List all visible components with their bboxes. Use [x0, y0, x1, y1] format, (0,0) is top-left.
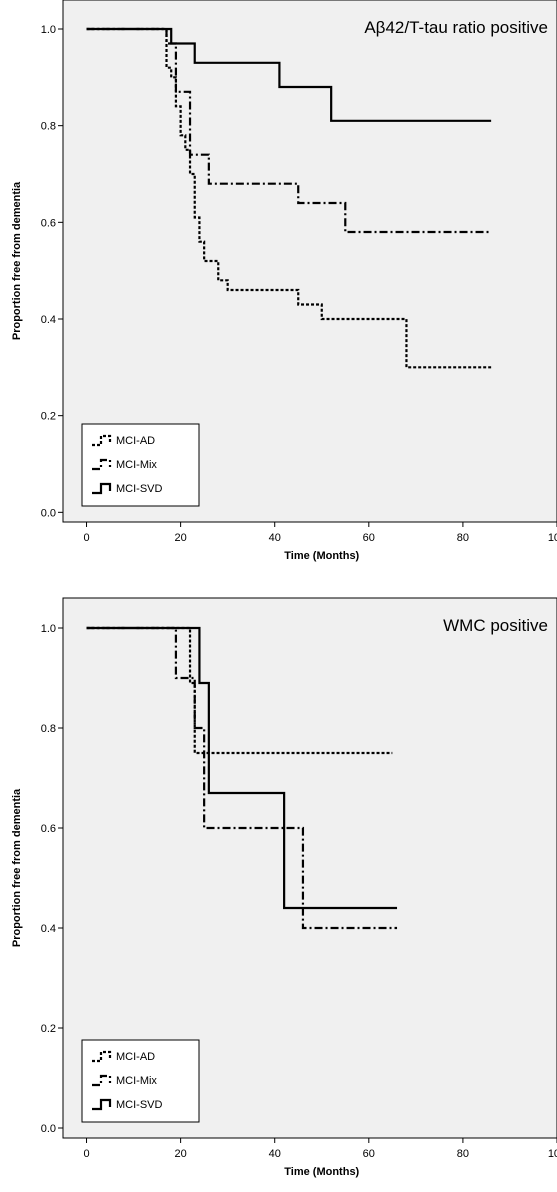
x-tick-label: 80: [457, 532, 469, 544]
series-line-mci-mix: [86, 626, 398, 930]
x-tick-label: 80: [457, 1148, 469, 1160]
x-tick-label: 40: [269, 532, 281, 544]
y-tick-label: 0.6: [41, 217, 56, 229]
legend-label: MCI-AD: [116, 435, 155, 447]
legend-swatch-mci-svd: [92, 482, 112, 495]
x-tick-label: 20: [174, 532, 186, 544]
y-tick-label: 0.2: [41, 1023, 56, 1035]
chart-panel-1: 0.0 0.2 0.4 0.6 0.8 1.0 0 20 40 60 80 100 Proportion…: [11, 0, 557, 562]
legend-label: MCI-SVD: [116, 1099, 163, 1111]
y-tick-label: 0.8: [41, 723, 56, 735]
legend-swatch-mci-mix: [92, 1074, 112, 1087]
y-tick-label: 0.4: [41, 314, 56, 326]
y-tick-label: 0.4: [41, 923, 56, 935]
chart-panel-2: 0.0 0.2 0.4 0.6 0.8 1.0 0 20 40 60 80 100 Proportion…: [11, 597, 557, 1178]
y-tick-label: 1.0: [41, 623, 56, 635]
legend-swatch-mci-mix: [92, 458, 112, 471]
y-tick-label: 0.0: [41, 1123, 56, 1135]
y-tick-label: 0.8: [41, 121, 56, 133]
legend-label: MCI-Mix: [116, 1075, 157, 1087]
y-tick-label: 0.6: [41, 823, 56, 835]
x-tick-label: 0: [83, 532, 89, 544]
legend-swatch-mci-svd: [92, 1098, 112, 1111]
legend-swatch-mci-ad: [92, 434, 112, 447]
x-axis-title: Time (Months): [284, 550, 359, 562]
series-line-mci-svd: [86, 27, 492, 122]
x-tick-label: 100: [548, 532, 557, 544]
legend: MCI-AD MCI-Mix MCI-SVD: [81, 1039, 200, 1123]
y-axis-title: Proportion free from dementia: [11, 181, 23, 340]
y-tick-label: 0.2: [41, 411, 56, 423]
x-tick-label: 0: [83, 1148, 89, 1160]
x-axis-title: Time (Months): [284, 1166, 359, 1178]
legend: MCI-AD MCI-Mix MCI-SVD: [81, 423, 200, 507]
y-tick-label: 1.0: [41, 24, 56, 36]
legend-label: MCI-Mix: [116, 459, 157, 471]
y-axis-title: Proportion free from dementia: [11, 788, 23, 947]
x-tick-label: 40: [269, 1148, 281, 1160]
chart-title: Aβ42/T-tau ratio positive: [364, 18, 548, 37]
x-tick-label: 60: [363, 1148, 375, 1160]
legend-label: MCI-AD: [116, 1051, 155, 1063]
legend-label: MCI-SVD: [116, 483, 163, 495]
x-tick-label: 100: [548, 1148, 557, 1160]
y-tick-label: 0.0: [41, 507, 56, 519]
legend-swatch-mci-ad: [92, 1050, 112, 1063]
x-tick-label: 20: [174, 1148, 186, 1160]
series-line-mci-svd: [86, 626, 398, 910]
series-line-mci-ad: [86, 626, 393, 755]
x-tick-label: 60: [363, 532, 375, 544]
chart-title: WMC positive: [443, 616, 548, 635]
